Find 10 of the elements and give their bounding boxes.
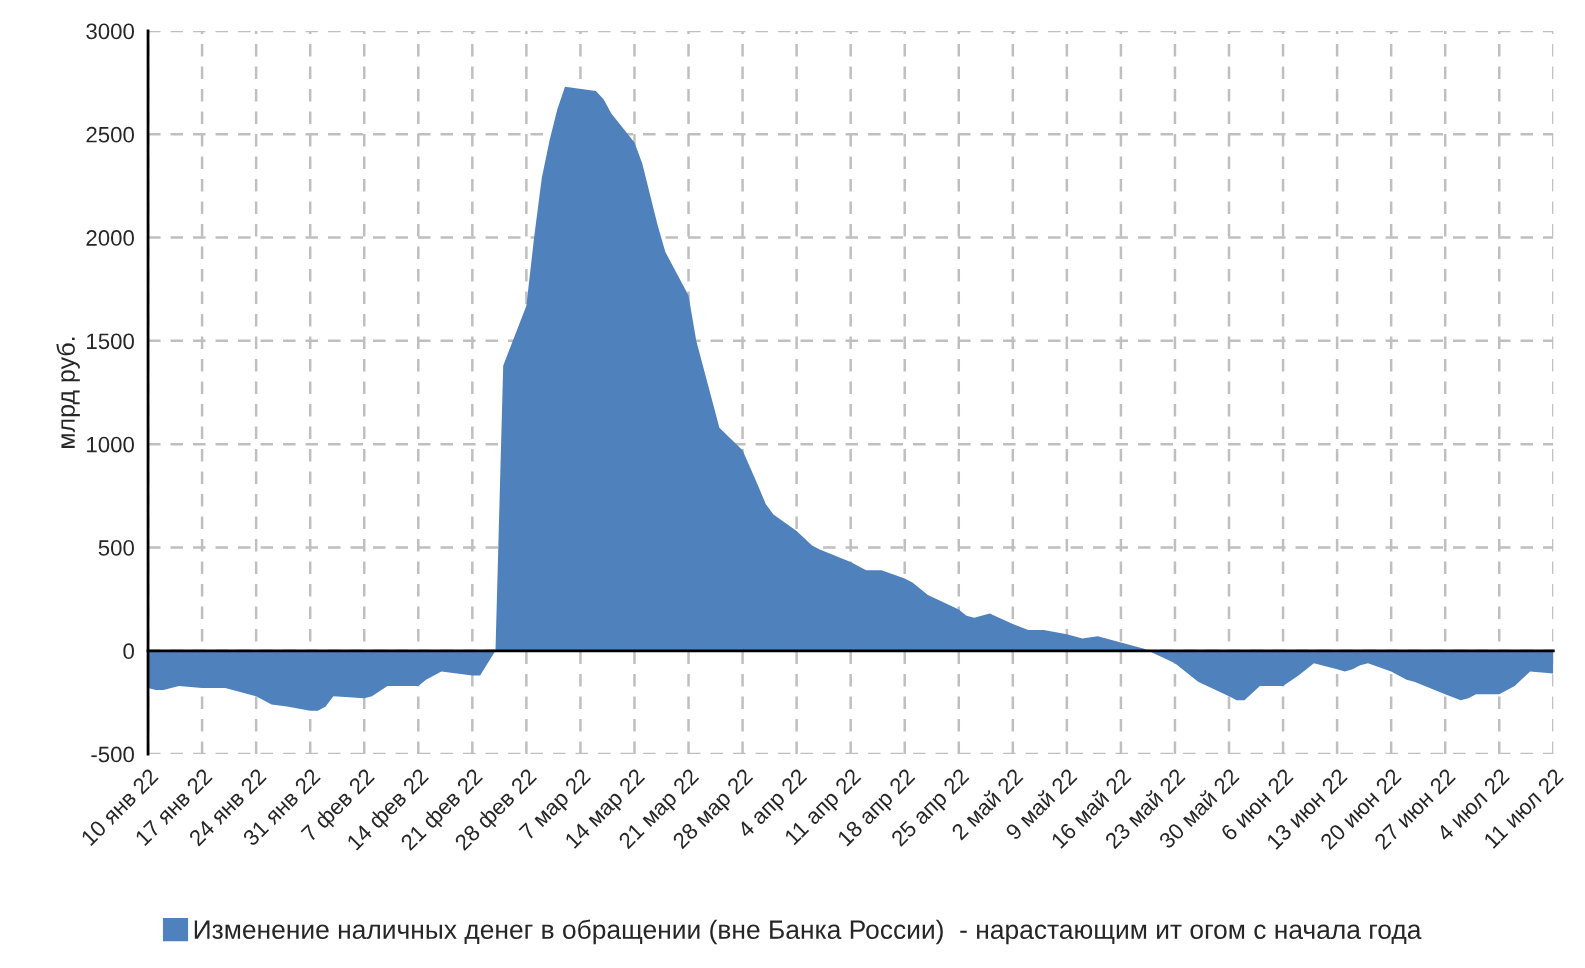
y-tick-label: 2500 (86, 126, 134, 143)
y-axis-title: млрд руб. (56, 337, 80, 448)
y-tick-label: 3000 (86, 23, 134, 40)
y-tick-label: 1000 (87, 436, 134, 453)
y-tick-label: 2000 (86, 230, 134, 246)
y-tick-label: 500 (98, 540, 134, 556)
y-tick-label: 0 (123, 643, 134, 660)
legend-label: Изменение наличных денег в обращении (вне Банка России) - нарастающим ит огом с начала года (194, 919, 1422, 945)
y-tick-label: 1500 (87, 333, 134, 350)
y-tick-label: -500 (91, 746, 134, 763)
